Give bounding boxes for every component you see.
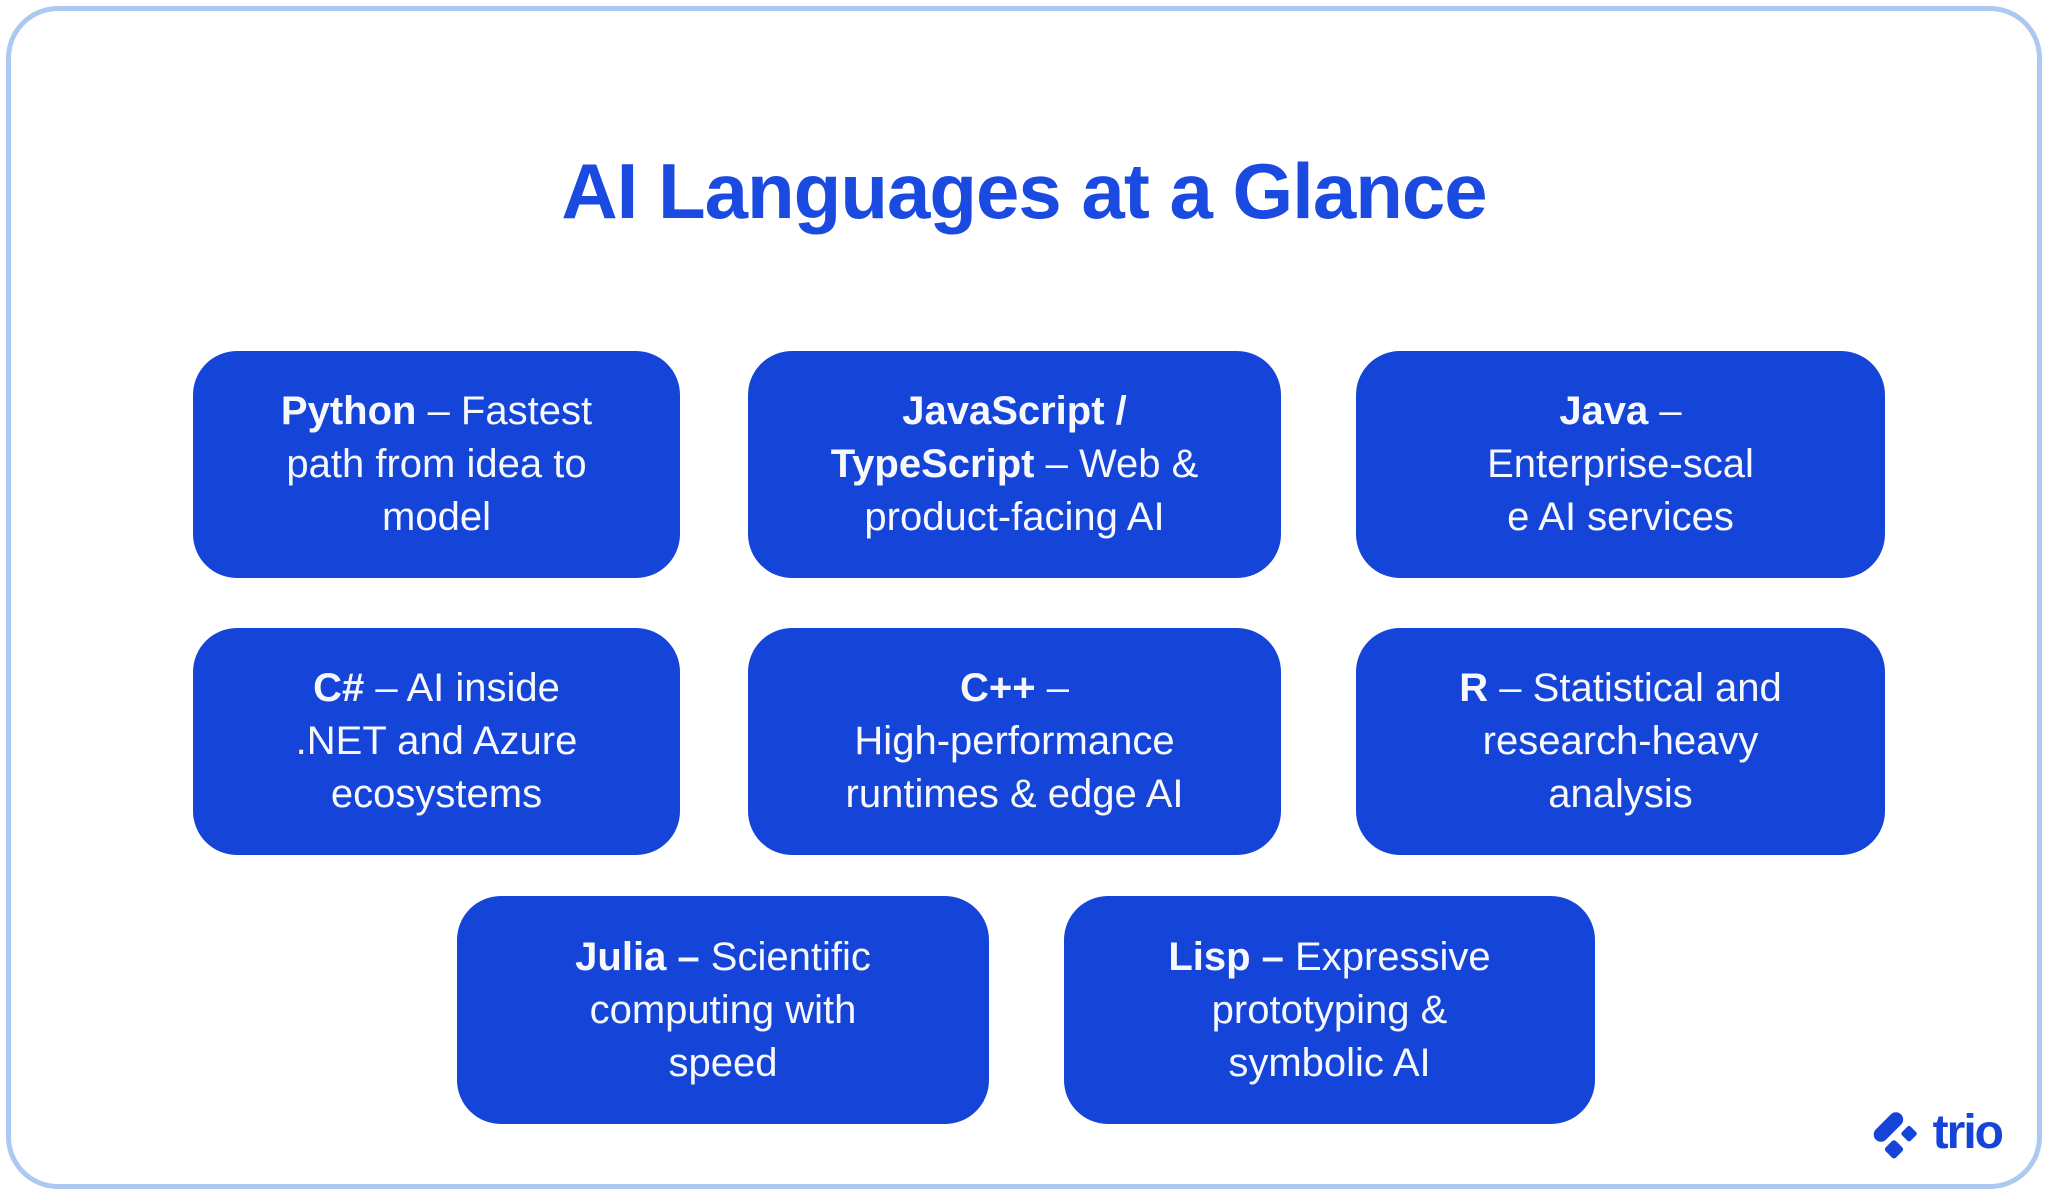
card-text-r: R – Statistical and research-heavy analy… — [1435, 662, 1805, 821]
card-text-cpp: C++ – High-performance runtimes & edge A… — [822, 662, 1208, 821]
language-name-julia: Julia – — [575, 934, 700, 979]
card-javascript-typescript: JavaScript / TypeScript – Web & product-… — [748, 351, 1281, 578]
card-text-javascript-typescript: JavaScript / TypeScript – Web & product-… — [807, 385, 1223, 544]
language-name-csharp: C# — [313, 666, 365, 710]
language-name-java: Java — [1559, 389, 1649, 433]
language-desc-r: – Statistical and research-heavy analysi… — [1482, 666, 1782, 816]
language-name-lisp: Lisp – — [1168, 934, 1284, 979]
language-name-r: R — [1459, 666, 1489, 710]
card-python: Python – Fastest path from idea to model — [193, 351, 680, 578]
card-lisp: Lisp – Expressive prototyping & symbolic… — [1064, 896, 1595, 1124]
language-desc-javascript-typescript: – Web & product-facing AI — [864, 442, 1199, 539]
language-desc-java: – Enterprise-scal e AI services — [1487, 389, 1754, 539]
card-java: Java – Enterprise-scal e AI services — [1356, 351, 1885, 578]
card-text-julia: Julia – Scientific computing with speed — [551, 931, 895, 1090]
page-title: AI Languages at a Glance — [561, 147, 1487, 235]
card-cpp: C++ – High-performance runtimes & edge A… — [748, 628, 1281, 855]
card-text-java: Java – Enterprise-scal e AI services — [1463, 385, 1778, 544]
card-text-python: Python – Fastest path from idea to model — [257, 385, 616, 544]
card-julia: Julia – Scientific computing with speed — [457, 896, 989, 1124]
language-name-python: Python — [280, 389, 417, 433]
trio-diamond-icon — [1873, 1112, 1917, 1159]
trio-logo: trio — [1865, 1103, 2004, 1161]
card-text-lisp: Lisp – Expressive prototyping & symbolic… — [1144, 931, 1514, 1090]
language-desc-csharp: – AI inside .NET and Azure ecosystems — [295, 666, 578, 816]
language-name-cpp: C++ — [960, 666, 1036, 710]
language-desc-python: – Fastest path from idea to model — [286, 389, 593, 539]
card-r: R – Statistical and research-heavy analy… — [1356, 628, 1885, 855]
language-desc-julia: Scientific computing with speed — [589, 934, 871, 1085]
brand-name: trio — [1932, 1105, 2004, 1159]
language-name-javascript-typescript: JavaScript / TypeScript — [830, 389, 1127, 486]
card-csharp: C# – AI inside .NET and Azure ecosystems — [193, 628, 680, 855]
language-desc-lisp: Expressive prototyping & symbolic AI — [1211, 934, 1491, 1085]
language-desc-cpp: – High-performance runtimes & edge AI — [845, 666, 1184, 816]
card-text-csharp: C# – AI inside .NET and Azure ecosystems — [272, 662, 602, 821]
